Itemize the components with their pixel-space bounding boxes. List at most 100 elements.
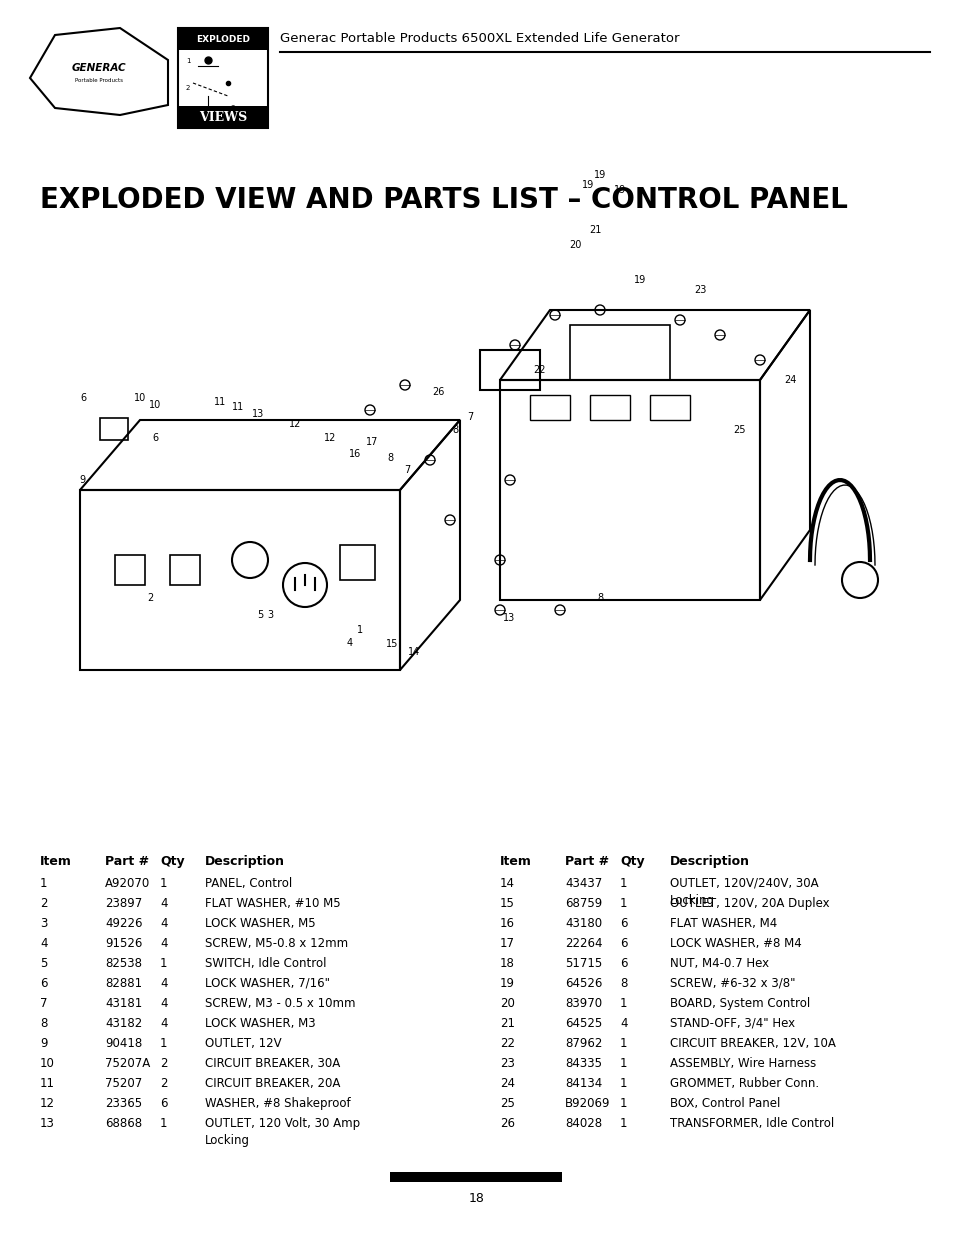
Text: 25: 25 (733, 425, 745, 435)
Text: 9: 9 (40, 1037, 48, 1050)
Text: 4: 4 (347, 639, 353, 649)
Text: FLAT WASHER, M4: FLAT WASHER, M4 (669, 918, 777, 930)
Text: 6: 6 (40, 977, 48, 990)
Text: SCREW, #6-32 x 3/8": SCREW, #6-32 x 3/8" (669, 977, 795, 990)
Text: 4: 4 (160, 1017, 168, 1030)
Text: 20: 20 (499, 997, 515, 1011)
Text: 8: 8 (597, 593, 602, 603)
Text: 68868: 68868 (105, 1117, 142, 1130)
Text: 6: 6 (152, 433, 158, 443)
Text: 11: 11 (40, 1078, 55, 1090)
Text: Description: Description (205, 856, 285, 868)
Text: 5: 5 (40, 957, 48, 970)
Text: 16: 16 (499, 918, 515, 930)
Text: 84134: 84134 (564, 1078, 601, 1090)
Text: 23897: 23897 (105, 897, 142, 910)
Text: LOCK WASHER, 7/16": LOCK WASHER, 7/16" (205, 977, 330, 990)
Text: B92069: B92069 (564, 1097, 610, 1110)
Text: 64526: 64526 (564, 977, 601, 990)
Text: 2: 2 (160, 1056, 168, 1070)
Text: 2: 2 (160, 1078, 168, 1090)
Text: Part #: Part # (105, 856, 149, 868)
Text: 91526: 91526 (105, 937, 142, 950)
Text: 23: 23 (499, 1056, 515, 1070)
Text: 19: 19 (499, 977, 515, 990)
Text: 43181: 43181 (105, 997, 142, 1011)
Text: 12: 12 (40, 1097, 55, 1110)
Bar (530, 396, 569, 420)
Text: 1: 1 (619, 997, 627, 1011)
Text: 8: 8 (619, 977, 627, 990)
Text: 14: 14 (408, 647, 419, 657)
Bar (178, 105, 268, 128)
Text: 17: 17 (499, 937, 515, 950)
Text: 43182: 43182 (105, 1017, 142, 1030)
Text: 26: 26 (432, 387, 444, 397)
Bar (170, 556, 200, 585)
Text: 5: 5 (256, 610, 263, 620)
Text: 1: 1 (619, 1117, 627, 1130)
Text: 49226: 49226 (105, 918, 142, 930)
Text: Locking: Locking (669, 894, 714, 906)
Text: 12: 12 (323, 433, 335, 443)
Text: 7: 7 (403, 465, 410, 475)
Text: 10: 10 (149, 401, 161, 410)
Text: GROMMET, Rubber Conn.: GROMMET, Rubber Conn. (669, 1078, 819, 1090)
Text: 15: 15 (499, 897, 515, 910)
Text: 13: 13 (502, 613, 515, 622)
Text: CIRCUIT BREAKER, 20A: CIRCUIT BREAKER, 20A (205, 1078, 340, 1090)
Text: 1: 1 (619, 1056, 627, 1070)
Text: OUTLET, 12V: OUTLET, 12V (205, 1037, 281, 1050)
Text: 1: 1 (619, 1097, 627, 1110)
Text: Qty: Qty (160, 856, 185, 868)
Text: STAND-OFF, 3/4" Hex: STAND-OFF, 3/4" Hex (669, 1017, 794, 1030)
Text: GENERAC: GENERAC (71, 63, 126, 73)
Text: 43437: 43437 (564, 877, 601, 890)
Text: 19: 19 (594, 170, 605, 180)
Text: LOCK WASHER, M5: LOCK WASHER, M5 (205, 918, 315, 930)
Text: 6: 6 (619, 957, 627, 970)
Text: 6: 6 (160, 1097, 168, 1110)
Text: 10: 10 (133, 393, 146, 403)
Text: 1: 1 (356, 625, 363, 635)
Text: 22264: 22264 (564, 937, 602, 950)
Text: 8: 8 (452, 425, 457, 435)
Text: 9: 9 (79, 475, 85, 485)
Text: 3: 3 (40, 918, 48, 930)
Text: 4: 4 (160, 997, 168, 1011)
Text: 21: 21 (499, 1017, 515, 1030)
Text: 6: 6 (619, 918, 627, 930)
Text: TRANSFORMER, Idle Control: TRANSFORMER, Idle Control (669, 1117, 833, 1130)
Bar (649, 396, 689, 420)
Text: LOCK WASHER, M3: LOCK WASHER, M3 (205, 1017, 315, 1030)
Text: 23: 23 (693, 285, 705, 295)
Text: 7: 7 (466, 412, 473, 422)
Text: Description: Description (669, 856, 749, 868)
Text: SWITCH, Idle Control: SWITCH, Idle Control (205, 957, 326, 970)
Text: 90418: 90418 (105, 1037, 142, 1050)
Text: 20: 20 (568, 241, 580, 250)
Text: 12: 12 (289, 419, 301, 429)
Text: 14: 14 (499, 877, 515, 890)
Text: 22: 22 (499, 1037, 515, 1050)
Text: 8: 8 (387, 453, 393, 463)
Text: EXPLODED VIEW AND PARTS LIST – CONTROL PANEL: EXPLODED VIEW AND PARTS LIST – CONTROL P… (40, 186, 847, 215)
Text: FLAT WASHER, #10 M5: FLAT WASHER, #10 M5 (205, 897, 340, 910)
Text: 2: 2 (40, 897, 48, 910)
Bar (100, 418, 128, 440)
Text: 1: 1 (40, 877, 48, 890)
Text: 10: 10 (40, 1056, 55, 1070)
Text: 1: 1 (186, 58, 190, 64)
Text: 15: 15 (385, 639, 397, 649)
Text: 64525: 64525 (564, 1017, 601, 1030)
Text: 8: 8 (40, 1017, 48, 1030)
Text: SCREW, M5-0.8 x 12mm: SCREW, M5-0.8 x 12mm (205, 937, 348, 950)
Bar (178, 29, 268, 50)
Text: 84028: 84028 (564, 1117, 601, 1130)
Text: 75207A: 75207A (105, 1056, 150, 1070)
Text: 17: 17 (365, 436, 377, 446)
Text: Item: Item (40, 856, 71, 868)
Text: 1: 1 (160, 1037, 168, 1050)
Text: 4: 4 (619, 1017, 627, 1030)
Text: 18: 18 (469, 1192, 484, 1205)
